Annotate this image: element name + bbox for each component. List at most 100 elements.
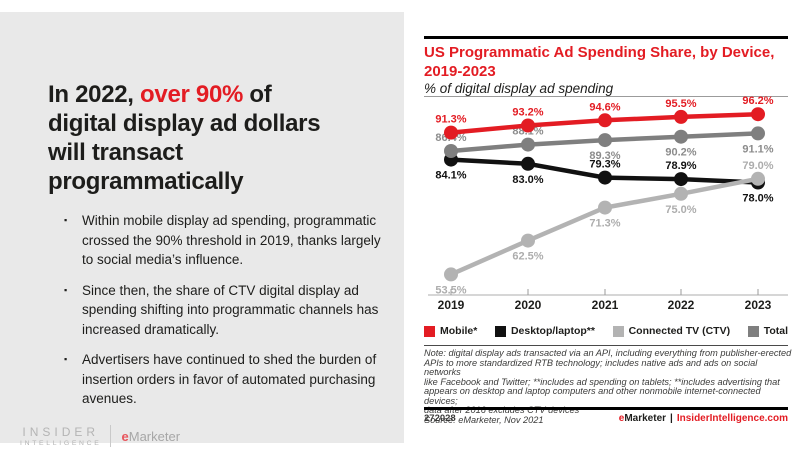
footer-site: InsiderIntelligence.com: [676, 413, 788, 424]
chart-legend: Mobile* Desktop/laptop** Connected TV (CTV…: [424, 325, 788, 337]
emarketer-logo: eMarketer: [122, 429, 181, 444]
x-axis-label: 2020: [515, 298, 542, 312]
legend-label: Mobile*: [440, 325, 478, 337]
chart-id: 272028: [424, 413, 456, 424]
data-point-label: 62.5%: [512, 251, 543, 263]
headline-part: In 2022,: [48, 81, 141, 109]
data-point: [444, 144, 458, 158]
bullet-marker-icon: ▪: [64, 354, 68, 364]
data-point: [444, 267, 458, 282]
data-point: [751, 171, 765, 186]
data-point: [598, 170, 612, 185]
headline-part: programmatically: [48, 168, 244, 196]
legend-swatch-icon: [494, 325, 506, 337]
chart-source: Source: eMarketer, Nov 2021: [424, 414, 544, 425]
legend-label: Connected TV (CTV): [628, 325, 731, 337]
data-point: [751, 107, 765, 122]
data-point-label: 94.6%: [589, 101, 620, 113]
footer-emarketer-rest: Marketer: [624, 413, 667, 424]
footer-emarketer-e: e: [618, 413, 625, 424]
data-point: [751, 126, 765, 141]
data-point-label: 79.3%: [589, 159, 620, 171]
note-divider: [424, 345, 788, 346]
x-axis-label: 2019: [438, 298, 465, 312]
bullet-item: ▪ Within mobile display ad spending, prog…: [64, 211, 388, 270]
x-axis-label: 2022: [668, 298, 695, 312]
data-point-label: 96.2%: [742, 95, 773, 107]
data-point: [598, 113, 612, 128]
legend-swatch-icon: [612, 325, 624, 337]
headline-part: digital display ad dollars: [48, 110, 321, 138]
chart-divider: [424, 96, 788, 97]
data-point: [674, 186, 688, 201]
data-point: [521, 118, 535, 133]
note-line: APIs to more standardized RTB technology…: [424, 357, 758, 377]
data-point-label: 91.1%: [742, 143, 773, 155]
footer-separator: |: [670, 413, 673, 424]
left-panel: In 2022, over 90% of digital display ad …: [0, 12, 404, 447]
chart-top-rule: [424, 36, 788, 39]
legend-item: Total: [747, 325, 788, 337]
data-point: [674, 129, 688, 144]
chart-subtitle: % of digital display ad spending: [424, 81, 614, 96]
data-point-label: 89.3%: [589, 150, 620, 162]
legend-label: Total: [763, 325, 788, 337]
chart-note: Note: digital display ads transacted via…: [424, 348, 792, 425]
data-point-label: 90.2%: [665, 147, 696, 159]
bullet-marker-icon: ▪: [64, 284, 68, 295]
emarketer-logo-e: e: [121, 428, 129, 444]
legend-item: Mobile*: [424, 325, 477, 337]
note-line: appears on desktop and laptop computers …: [424, 386, 761, 406]
data-point-label: 93.2%: [512, 107, 543, 119]
x-axis-label: 2021: [592, 298, 619, 312]
headline-part: will transact: [48, 139, 183, 167]
chart-bottom-rule: [424, 407, 788, 410]
data-point-label: 53.5%: [435, 284, 466, 296]
note-line: data after 2016 excludes CTV devices: [424, 405, 580, 415]
legend-item: Desktop/laptop**: [494, 325, 595, 337]
data-point: [444, 125, 458, 140]
data-point-label: 83.0%: [512, 174, 543, 186]
headline-highlight: over 90%: [140, 81, 244, 109]
data-point-label: 84.1%: [435, 170, 466, 182]
headline-part: of: [243, 81, 272, 109]
data-point: [674, 109, 688, 124]
note-line: Note: digital display ads transacted via…: [424, 348, 792, 358]
bullet-item: ▪ Since then, the share of CTV digital di…: [64, 281, 388, 340]
bullet-list: ▪ Within mobile display ad spending, prog…: [64, 211, 388, 420]
headline: In 2022, over 90% of digital display ad …: [48, 80, 396, 196]
legend-swatch-icon: [747, 325, 759, 337]
legend-label: Desktop/laptop**: [510, 325, 595, 337]
data-point: [598, 133, 612, 148]
footer-brand: eMarketer | InsiderIntelligence.com: [619, 413, 788, 424]
data-point: [521, 233, 535, 248]
logo-divider: [109, 425, 111, 447]
insider-logo-line2: INTELLIGENCE: [20, 440, 102, 447]
insider-intelligence-logo: INSIDER INTELLIGENCE: [20, 425, 102, 447]
data-point-label: 71.3%: [589, 218, 620, 230]
data-point-label: 95.5%: [665, 98, 696, 110]
emarketer-logo-rest: Marketer: [128, 428, 181, 444]
chart-title: US Programmatic Ad Spending Share, by De…: [424, 44, 775, 80]
bullet-text: Within mobile display ad spending, progr…: [82, 213, 381, 267]
data-point: [674, 172, 688, 187]
note-line: like Facebook and Twitter; **includes ad…: [424, 376, 780, 387]
insider-logo-line1: INSIDER: [22, 425, 100, 439]
data-point-label: 91.3%: [435, 114, 466, 126]
chart-svg: 2019 2020 2021 2022 2023 84.1% 83.0% 79.3% 78.9%…: [428, 95, 788, 312]
data-point: [598, 200, 612, 215]
data-point: [521, 137, 535, 152]
bullet-marker-icon: ▪: [64, 215, 68, 225]
brand-logos: INSIDER INTELLIGENCE eMarketer: [20, 423, 180, 449]
chart-footer: 272028 eMarketer | InsiderIntelligence.com: [424, 413, 788, 424]
bullet-item: ▪ Advertisers have continued to shed the …: [64, 350, 388, 409]
data-point-label: 75.0%: [665, 204, 696, 216]
legend-swatch-icon: [424, 325, 435, 337]
data-point-label: 79.0%: [742, 160, 773, 172]
legend-item: Connected TV (CTV): [612, 325, 731, 337]
data-point-label: 78.9%: [665, 160, 696, 172]
bullet-text: Advertisers have continued to shed the b…: [82, 352, 377, 406]
data-point: [521, 156, 535, 171]
x-axis-label: 2023: [745, 298, 772, 312]
bullet-text: Since then, the share of CTV digital dis…: [82, 282, 379, 337]
